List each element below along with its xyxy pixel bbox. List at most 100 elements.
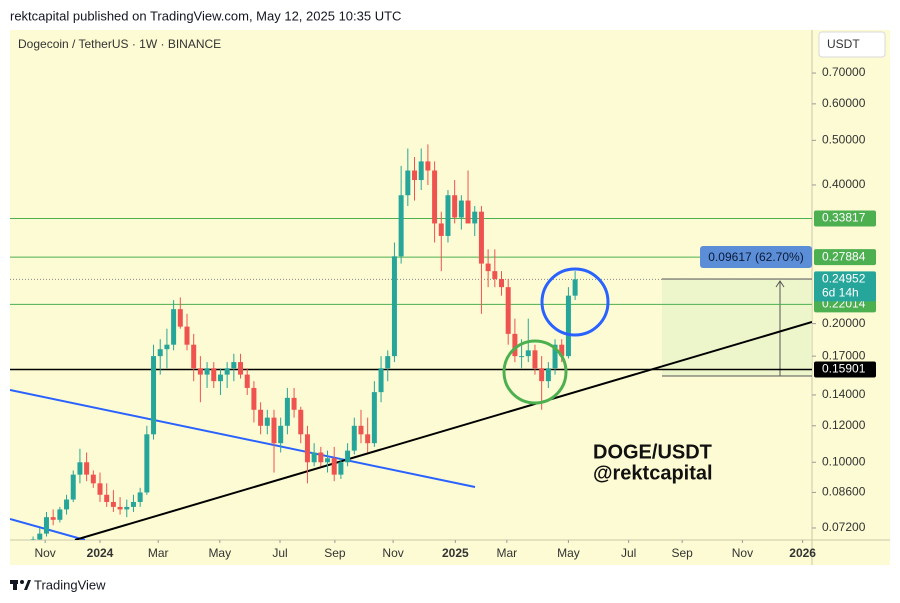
candle-body bbox=[30, 539, 36, 540]
candle-body bbox=[465, 200, 471, 224]
candle-body bbox=[157, 349, 163, 357]
candle-body bbox=[552, 344, 558, 369]
candle-body bbox=[90, 474, 96, 484]
level-label-box bbox=[814, 361, 876, 378]
candle-body bbox=[258, 409, 264, 426]
candle-body bbox=[231, 362, 237, 369]
candle-body bbox=[217, 374, 223, 382]
x-tick-label: May bbox=[557, 546, 580, 560]
candle-body bbox=[278, 425, 284, 444]
candle-body bbox=[525, 350, 531, 357]
plot bbox=[10, 144, 812, 540]
header: rektcapital published on TradingView.com… bbox=[10, 8, 401, 23]
candle-body bbox=[331, 458, 337, 475]
x-tick-label: 2026 bbox=[789, 546, 816, 560]
footer: TradingView bbox=[34, 577, 106, 592]
candle-body bbox=[512, 333, 518, 357]
measure-label: 0.09617 (62.70%) bbox=[708, 250, 803, 264]
measure-box bbox=[662, 279, 812, 376]
candle-body bbox=[311, 452, 317, 463]
candle-body bbox=[472, 211, 478, 224]
candle-body bbox=[191, 344, 197, 369]
x-tick-label: May bbox=[208, 546, 231, 560]
level-label: 0.15901 bbox=[822, 362, 866, 376]
overlay: 0.09617 (62.70%) DOGE/USDT @rektcapital … bbox=[502, 210, 876, 484]
candle-body bbox=[325, 458, 331, 463]
x-tick-label: Mar bbox=[148, 546, 169, 560]
candle-body bbox=[318, 452, 324, 463]
candle-body bbox=[545, 368, 551, 382]
y-tick-label: 0.40000 bbox=[822, 177, 866, 191]
candle-body bbox=[385, 356, 391, 369]
level-label-box bbox=[814, 210, 876, 227]
x-tick-label: Sep bbox=[672, 546, 694, 560]
axes: 0.70000 0.60000 0.50000 0.40000 0.20000 0.170… bbox=[34, 65, 865, 560]
candle-body bbox=[572, 279, 578, 296]
candle-body bbox=[164, 344, 170, 350]
candle-body bbox=[97, 483, 103, 495]
y-tick-label: 0.50000 bbox=[822, 133, 866, 147]
x-tick-label: Nov bbox=[732, 546, 753, 560]
candle-body bbox=[412, 170, 418, 181]
candle-body bbox=[398, 195, 404, 257]
trendline bbox=[74, 321, 812, 540]
last-price-box bbox=[814, 271, 876, 302]
trendline bbox=[10, 389, 476, 488]
candle-body bbox=[338, 462, 344, 475]
candle-body bbox=[365, 434, 371, 444]
chart-title: Dogecoin / TetherUS · 1W · BINANCE bbox=[18, 37, 221, 51]
candle-body bbox=[425, 161, 431, 171]
level-label-box bbox=[814, 249, 876, 266]
level-label: 0.33817 bbox=[822, 211, 866, 225]
candle-body bbox=[458, 200, 464, 218]
candle-body bbox=[43, 517, 49, 534]
candle-body bbox=[559, 344, 565, 357]
y-tick-label: 0.14000 bbox=[822, 387, 866, 401]
x-tick-label: Mar bbox=[497, 546, 518, 560]
x-tick-label: 2024 bbox=[87, 546, 114, 560]
candle-body bbox=[519, 356, 525, 358]
candle-body bbox=[177, 309, 183, 327]
x-tick-label: Jul bbox=[272, 546, 287, 560]
candle-body bbox=[184, 326, 190, 345]
candle-body bbox=[37, 533, 43, 540]
candle-body bbox=[485, 263, 491, 272]
candle-body bbox=[211, 368, 217, 382]
candle-body bbox=[418, 161, 424, 181]
candle-body bbox=[438, 223, 444, 236]
candle-body bbox=[57, 509, 63, 520]
annotation: DOGE/USDT bbox=[593, 441, 712, 463]
candle-body bbox=[64, 499, 70, 510]
candle-body bbox=[197, 368, 203, 375]
currency-box[interactable] bbox=[818, 31, 886, 58]
x-tick-label: Sep bbox=[324, 546, 346, 560]
x-tick-label: Nov bbox=[34, 546, 55, 560]
x-tick-label: Jul bbox=[621, 546, 636, 560]
candle-body bbox=[452, 195, 458, 218]
candle-body bbox=[371, 392, 377, 444]
candle-body bbox=[284, 397, 290, 426]
candle-body bbox=[432, 170, 438, 224]
candle-body bbox=[358, 425, 364, 435]
candle-body bbox=[117, 506, 123, 510]
candle-body bbox=[238, 362, 244, 375]
candle-body bbox=[171, 309, 177, 345]
candle-body bbox=[345, 450, 351, 463]
candle-body bbox=[445, 195, 451, 236]
candle-body bbox=[478, 211, 484, 264]
candle-body bbox=[271, 417, 277, 444]
candle-body bbox=[244, 374, 250, 388]
candle-body bbox=[505, 287, 511, 334]
candle-body bbox=[298, 409, 304, 435]
candle-body bbox=[391, 256, 397, 357]
highlight-circle bbox=[502, 339, 568, 405]
candle-body bbox=[77, 462, 83, 475]
candle-body bbox=[104, 494, 110, 502]
candle-body bbox=[291, 397, 297, 410]
y-tick-label: 0.12000 bbox=[822, 418, 866, 432]
candle-body bbox=[492, 271, 498, 279]
x-tick-label: Nov bbox=[382, 546, 403, 560]
candle-body bbox=[130, 501, 136, 507]
candle-body bbox=[137, 492, 143, 502]
